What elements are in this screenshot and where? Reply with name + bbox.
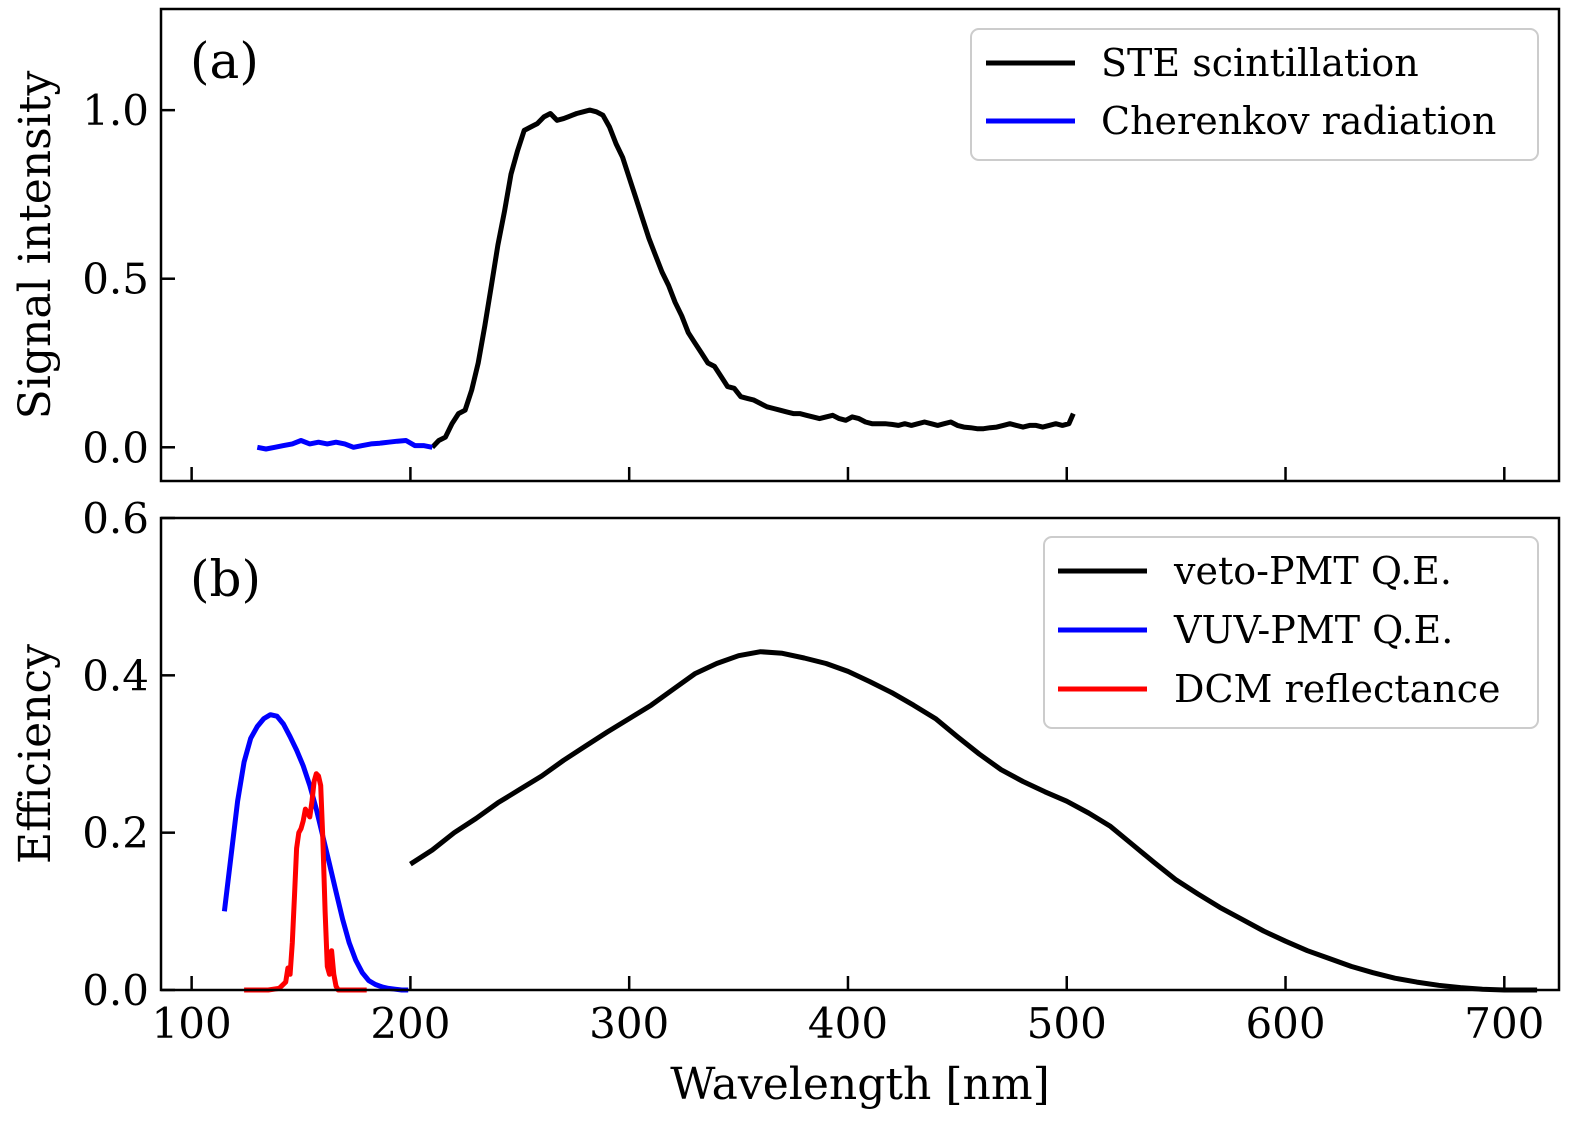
panel-a: 0.0 0.5 1.0 Signal intensity (a) STE scint… <box>10 7 1561 483</box>
b-legend-label-dcm: DCM reflectance <box>1174 667 1500 711</box>
a-series-group <box>256 107 1076 452</box>
b-series-veto-pmt-q-e <box>409 649 1538 993</box>
b-y-tick-labels: 0.0 0.2 0.4 0.6 <box>82 494 149 1015</box>
b-x-axis-title: Wavelength [nm] <box>670 1059 1050 1110</box>
b-y-axis-title: Efficiency <box>10 644 61 864</box>
a-y-tick-label-1: 0.5 <box>82 255 149 304</box>
b-y-tick-label-0: 0.0 <box>82 966 149 1015</box>
b-plot-frame <box>159 516 1561 992</box>
a-y-tick-labels: 0.0 0.5 1.0 <box>82 86 149 472</box>
a-series-cherenkov-radiation <box>256 438 433 452</box>
a-panel-label: (a) <box>190 32 259 90</box>
b-legend: veto-PMT Q.E. VUV-PMT Q.E. DCM reflectan… <box>1043 536 1539 729</box>
b-legend-label-veto: veto-PMT Q.E. <box>1173 549 1452 593</box>
a-legend-label-cherenkov: Cherenkov radiation <box>1101 99 1496 143</box>
b-x-tick-label-5: 600 <box>1245 999 1325 1048</box>
b-y-tick-label-3: 0.6 <box>82 494 149 543</box>
b-series-dcm-reflectance <box>244 771 367 993</box>
b-x-tick-label-1: 200 <box>370 999 450 1048</box>
a-series-ste-scintillation <box>430 107 1076 450</box>
a-y-tick-label-0: 0.0 <box>82 423 149 472</box>
b-x-tick-label-2: 300 <box>589 999 669 1048</box>
b-series-group <box>221 649 1538 993</box>
b-x-tick-label-6: 700 <box>1464 999 1544 1048</box>
b-x-tick-label-4: 500 <box>1027 999 1107 1048</box>
b-y-tick-label-1: 0.2 <box>82 809 149 858</box>
b-x-tick-label-0: 100 <box>152 999 232 1048</box>
a-legend-box <box>970 28 1539 161</box>
b-y-tick-label-2: 0.4 <box>82 651 149 700</box>
a-legend-label-ste: STE scintillation <box>1101 41 1419 85</box>
a-y-tick-label-2: 1.0 <box>82 86 149 135</box>
a-ticks <box>161 108 1506 481</box>
a-y-axis-title: Signal intensity <box>10 71 61 420</box>
b-legend-label-vuv: VUV-PMT Q.E. <box>1173 608 1453 652</box>
b-series-vuv-pmt-q-e <box>221 712 409 993</box>
b-x-tick-labels: 100 200 300 400 500 600 700 <box>152 999 1545 1048</box>
b-x-tick-label-3: 400 <box>808 999 888 1048</box>
b-legend-box <box>1043 536 1539 729</box>
panel-b: 0.0 0.2 0.4 0.6 100 200 300 400 500 600 700 Effic… <box>10 494 1561 1110</box>
a-plot-frame <box>159 7 1561 483</box>
a-legend: STE scintillation Cherenkov radiation <box>970 28 1539 161</box>
b-panel-label: (b) <box>190 550 261 608</box>
